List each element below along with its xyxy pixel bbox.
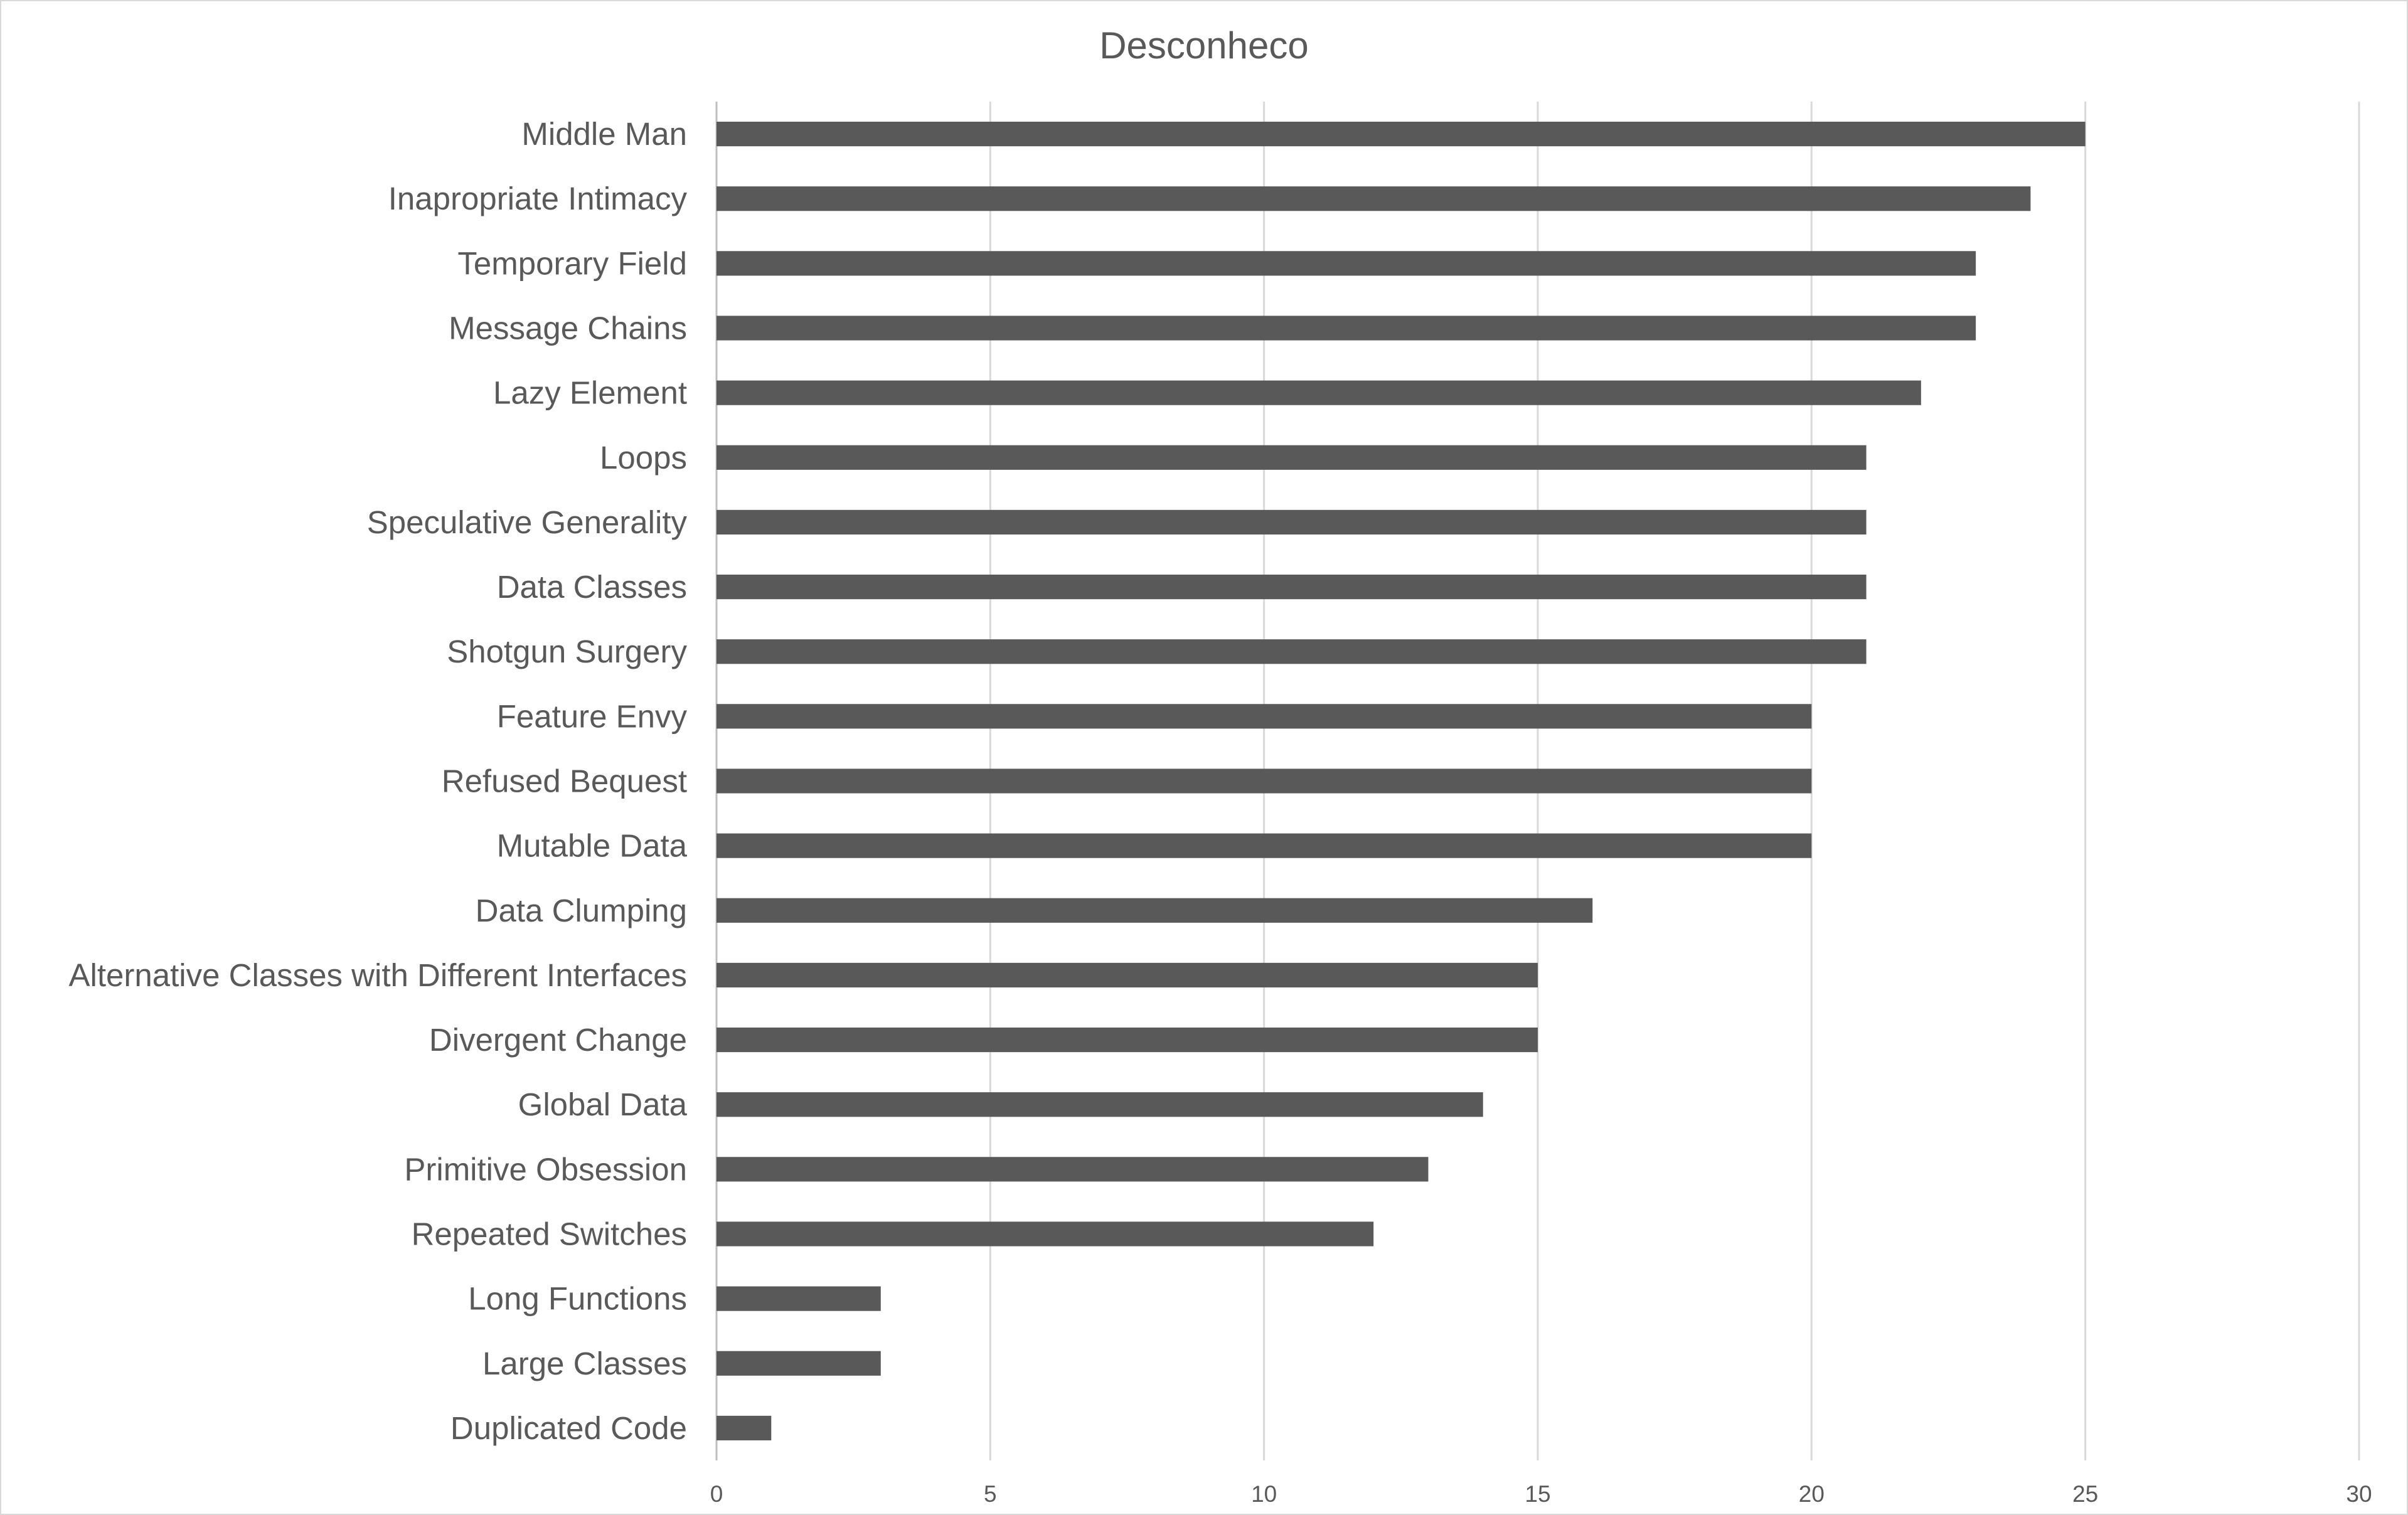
bar: [717, 1351, 881, 1376]
bar: [717, 445, 1867, 470]
category-label: Divergent Change: [429, 1022, 687, 1058]
category-label: Loops: [600, 440, 687, 476]
bar: [717, 1415, 772, 1441]
bar: [717, 962, 1538, 988]
category-label: Repeated Switches: [412, 1216, 687, 1252]
bar: [717, 704, 1812, 729]
category-label: Data Clumping: [476, 893, 687, 928]
category-label: Large Classes: [482, 1346, 687, 1381]
bar: [717, 1092, 1483, 1117]
x-tick-label: 5: [984, 1481, 997, 1507]
bar: [717, 509, 1867, 535]
category-label: Alternative Classes with Different Inter…: [69, 957, 688, 993]
category-label: Inapropriate Intimacy: [388, 181, 688, 216]
bar: [717, 639, 1867, 664]
bar: [717, 186, 2031, 211]
x-axis-tick-labels: 0 5 10 15 20 25 30: [710, 1481, 2372, 1507]
bar: [717, 1221, 1374, 1247]
category-label: Middle Man: [521, 116, 687, 152]
x-tick-label: 30: [2346, 1481, 2372, 1507]
bar: [717, 1286, 881, 1311]
category-label: Refused Bequest: [442, 763, 687, 799]
bar: [717, 1157, 1429, 1182]
bar: [717, 316, 1976, 341]
chart-title: Desconheco: [1099, 24, 1309, 66]
category-label: Temporary Field: [457, 245, 687, 281]
bar: [717, 1027, 1538, 1053]
category-label: Lazy Element: [493, 375, 687, 411]
x-tick-label: 0: [710, 1481, 723, 1507]
x-tick-label: 10: [1251, 1481, 1277, 1507]
bar: [717, 898, 1593, 923]
category-label: Long Functions: [468, 1281, 687, 1317]
bar: [717, 121, 2086, 147]
bar: [717, 574, 1867, 600]
x-tick-label: 15: [1525, 1481, 1550, 1507]
category-label: Feature Envy: [497, 698, 688, 734]
category-label: Shotgun Surgery: [447, 634, 687, 669]
category-labels: Middle Man Inapropriate Intimacy Temporary…: [69, 116, 688, 1446]
category-label: Message Chains: [449, 311, 687, 346]
category-label: Data Classes: [497, 569, 687, 605]
bar: [717, 768, 1812, 794]
x-tick-label: 25: [2072, 1481, 2098, 1507]
bars: [717, 121, 2086, 1441]
x-tick-label: 20: [1799, 1481, 1825, 1507]
category-label: Speculative Generality: [367, 504, 688, 540]
category-label: Primitive Obsession: [404, 1151, 687, 1187]
category-label: Mutable Data: [497, 828, 688, 864]
bar: [717, 380, 1921, 405]
category-label: Global Data: [518, 1087, 688, 1122]
category-label: Duplicated Code: [450, 1410, 687, 1446]
bar: [717, 833, 1812, 858]
bar: [717, 251, 1976, 276]
